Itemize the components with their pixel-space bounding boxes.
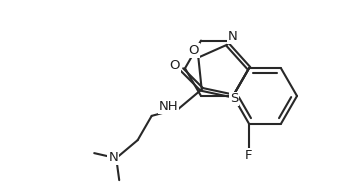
Text: NH: NH (159, 100, 178, 113)
Text: N: N (228, 30, 237, 43)
Text: N: N (108, 151, 118, 164)
Text: O: O (188, 44, 199, 57)
Text: S: S (230, 92, 238, 106)
Text: O: O (170, 59, 180, 72)
Text: F: F (245, 149, 253, 163)
